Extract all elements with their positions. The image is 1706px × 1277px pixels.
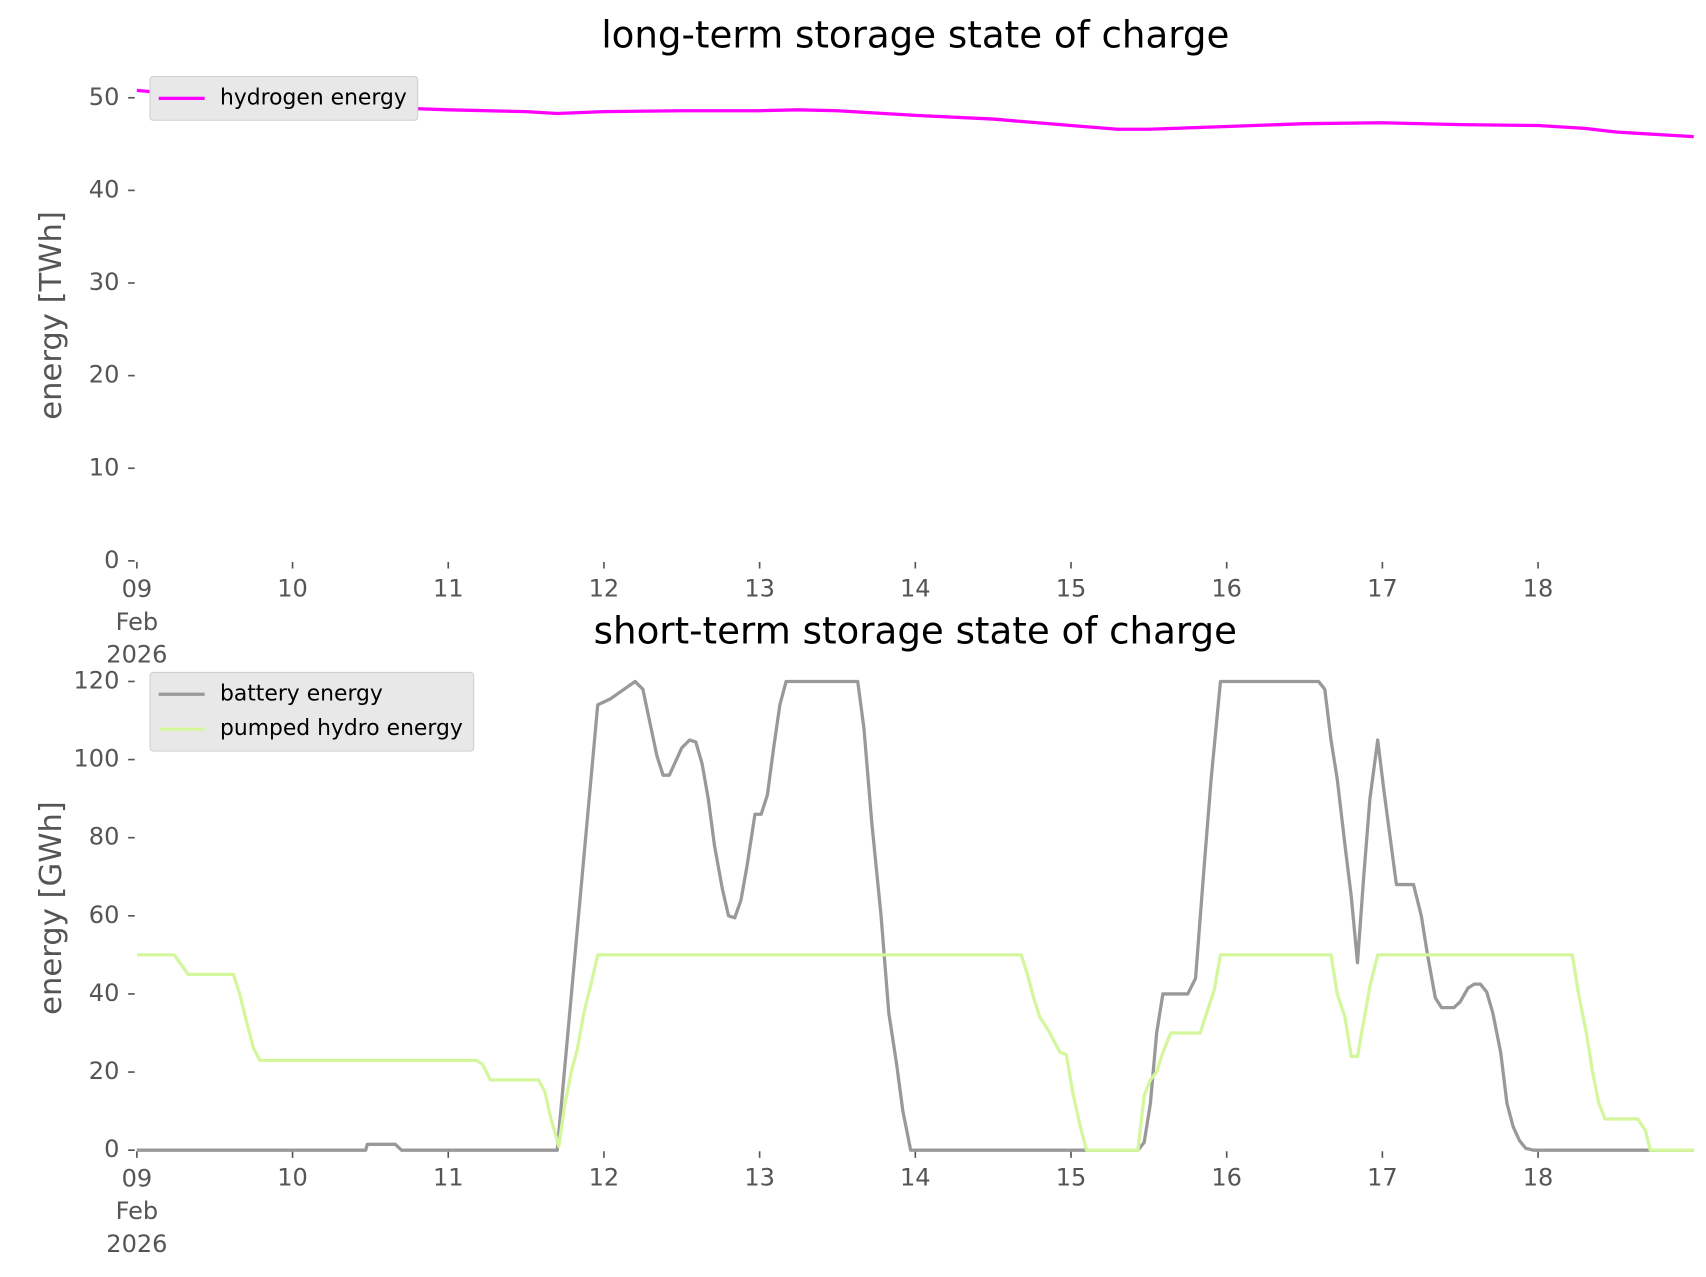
x-tick-label: 09 Feb 2026 [106, 1165, 168, 1259]
chart-title: long-term storage state of charge [601, 13, 1229, 57]
x-tick-label: 12 [589, 574, 620, 602]
legend-label: pumped hydro energy [220, 716, 463, 741]
y-axis-label: energy [GWh] [34, 801, 69, 1015]
y-tick-label: 50 [89, 83, 120, 111]
x-tick-label: 18 [1523, 1164, 1554, 1192]
x-tick-label: 12 [589, 1164, 620, 1192]
y-tick-label: 0 [104, 1135, 119, 1163]
x-tick-label: 10 [277, 574, 308, 602]
x-tick-label: 18 [1523, 574, 1554, 602]
legend-box [149, 671, 475, 752]
x-tick-label: 16 [1211, 1164, 1242, 1192]
y-tick-label: 40 [89, 175, 120, 203]
chart-title: short-term storage state of charge [594, 609, 1237, 653]
x-tick-label-box: 09 Feb 2026 [106, 1165, 168, 1259]
x-tick-label: 10 [277, 1164, 308, 1192]
x-tick-label: 11 [433, 574, 464, 602]
y-tick-label: 120 [73, 666, 119, 694]
x-tick-label: 17 [1367, 1164, 1398, 1192]
x-tick-label: 17 [1367, 574, 1398, 602]
x-tick-label: 14 [900, 1164, 931, 1192]
x-tick-label: 13 [744, 1164, 775, 1192]
y-tick-label: 20 [89, 361, 120, 389]
x-tick-label: 15 [1056, 574, 1087, 602]
y-tick-label: 40 [89, 979, 120, 1007]
y-tick-label: 0 [104, 546, 119, 574]
legend-label: battery energy [220, 681, 383, 706]
data-line [136, 88, 1694, 139]
x-tick-label: 09 Feb 2026 [106, 576, 168, 670]
y-axis-label: energy [TWh] [34, 211, 69, 420]
y-tick-label: 30 [89, 268, 120, 296]
x-tick-label: 15 [1056, 1164, 1087, 1192]
y-tick-label: 10 [89, 453, 120, 481]
y-tick-label: 20 [89, 1057, 120, 1085]
x-tick-label: 14 [900, 574, 931, 602]
x-tick-label: 13 [744, 574, 775, 602]
data-line [136, 679, 1694, 1152]
x-tick-label-box: 09 Feb 2026 [106, 576, 168, 670]
legend-label: hydrogen energy [220, 85, 407, 110]
legend-box [149, 75, 419, 121]
y-tick-label: 60 [89, 901, 120, 929]
y-tick-label: 80 [89, 823, 120, 851]
legend: battery energy pumped hydro energy [149, 671, 475, 752]
y-tick-label: 100 [73, 745, 119, 773]
data-line [136, 953, 1694, 1152]
x-tick-label: 16 [1211, 574, 1242, 602]
x-tick-label: 11 [433, 1164, 464, 1192]
legend: hydrogen energy [149, 75, 419, 121]
